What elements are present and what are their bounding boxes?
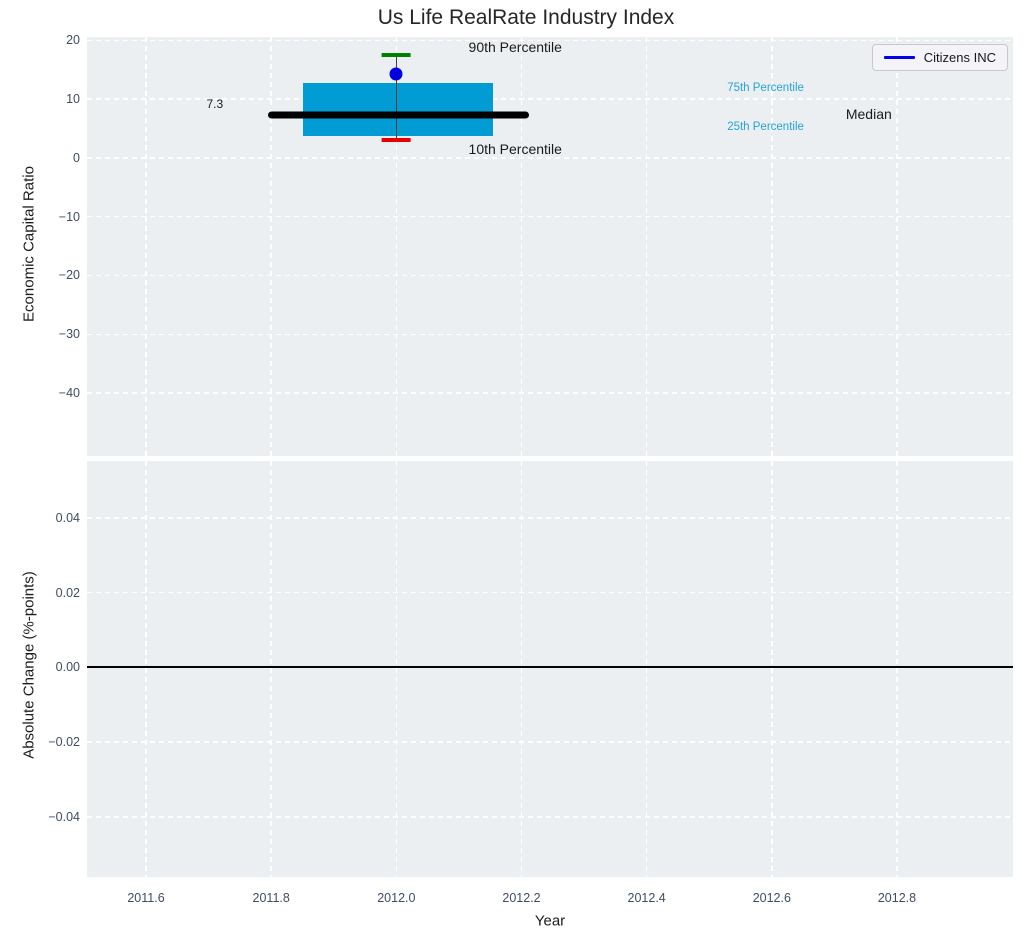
whisker-line (395, 54, 398, 141)
y-tick-label: 0 (73, 150, 80, 165)
v-gridline (896, 37, 898, 456)
h-gridline (87, 741, 1013, 743)
y-tick-label: −0.04 (48, 809, 80, 824)
iqr-box (303, 83, 494, 137)
v-gridline (896, 461, 898, 877)
annotation-75th-percentile: 75th Percentile (727, 81, 804, 94)
x-tick-label: 2012.4 (627, 891, 666, 905)
h-gridline (87, 98, 1013, 100)
h-gridline (87, 157, 1013, 159)
y-axis-label-top: Economic Capital Ratio (20, 166, 38, 322)
y-tick-label: 0.00 (55, 660, 80, 675)
v-gridline (270, 37, 272, 456)
annotation-10th-percentile: 10th Percentile (468, 141, 562, 158)
h-gridline (87, 215, 1013, 218)
annotation-25th-percentile: 25th Percentile (727, 120, 804, 133)
h-gridline (87, 517, 1013, 519)
y-tick-label: 10 (66, 92, 80, 107)
y-tick-label: 0.04 (55, 510, 80, 525)
y-tick-label: 20 (66, 33, 80, 48)
v-gridline (771, 37, 773, 456)
x-tick-label: 2012.6 (752, 891, 791, 905)
annotation-median: Median (845, 106, 892, 123)
p10-cap (381, 138, 411, 142)
y-tick-label: −10 (58, 209, 80, 224)
v-gridline (270, 461, 272, 877)
v-gridline (645, 37, 648, 456)
v-gridline (771, 461, 773, 877)
y-tick-label: −30 (58, 327, 80, 342)
h-gridline (87, 591, 1013, 594)
top-axes: 90th Percentile 10th Percentile 75th Perce… (87, 37, 1013, 456)
h-gridline (87, 816, 1013, 818)
x-axis-label: Year (534, 912, 566, 930)
h-gridline (87, 274, 1013, 277)
legend: Citizens INC (871, 44, 1008, 71)
legend-label: Citizens INC (923, 50, 996, 65)
x-tick-label: 2012.2 (502, 891, 541, 905)
bottom-axes (87, 461, 1013, 877)
x-tick-label: 2011.8 (252, 891, 290, 905)
h-gridline (87, 333, 1013, 335)
v-gridline (520, 37, 523, 456)
v-gridline (395, 461, 398, 877)
legend-line-icon (883, 56, 915, 59)
annotation-7-3: 7.3 (206, 97, 224, 112)
y-tick-label: −0.02 (48, 735, 80, 750)
v-gridline (395, 37, 398, 456)
x-tick-label: 2012.0 (377, 891, 416, 905)
p90-cap (381, 53, 411, 57)
chart-title: Us Life RealRate Industry Index (377, 6, 675, 29)
company-dot (389, 67, 403, 81)
v-gridline (520, 461, 523, 877)
h-gridline (87, 39, 1013, 41)
v-gridline (645, 461, 648, 877)
h-gridline (87, 392, 1013, 394)
zero-line (87, 666, 1013, 669)
median-line (268, 111, 529, 119)
v-gridline (145, 461, 147, 877)
x-tick-label: 2012.8 (877, 891, 917, 905)
y-tick-label: −40 (58, 386, 80, 401)
y-tick-label: 0.02 (55, 585, 80, 600)
x-tick-label: 2011.6 (127, 891, 165, 905)
annotation-90th-percentile: 90th Percentile (468, 39, 562, 56)
y-tick-label: −20 (58, 268, 80, 283)
v-gridline (145, 37, 147, 456)
